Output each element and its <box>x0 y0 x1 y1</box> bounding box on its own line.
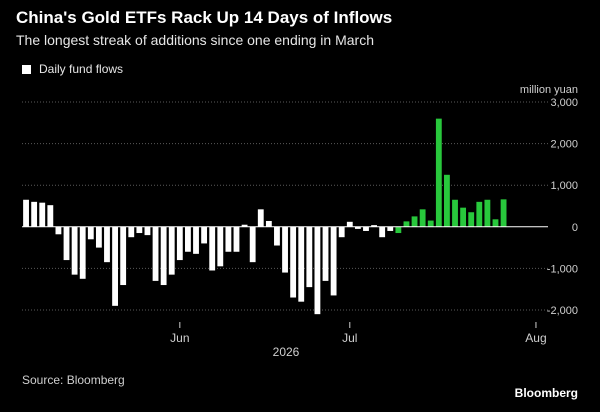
bar <box>460 207 467 227</box>
bar <box>63 226 70 261</box>
bar <box>144 226 151 236</box>
bar <box>112 226 118 306</box>
bar <box>484 199 491 227</box>
bar <box>379 226 386 238</box>
bar <box>354 226 361 229</box>
brand-logo: Bloomberg <box>514 386 578 400</box>
bar <box>233 226 240 252</box>
bar <box>201 226 208 244</box>
bar <box>193 226 199 254</box>
bar <box>120 226 127 286</box>
bar <box>444 174 450 227</box>
bar <box>468 212 475 227</box>
bar <box>395 226 402 234</box>
gridlines <box>22 101 548 311</box>
bar <box>95 226 102 248</box>
y-tick-label: 0 <box>572 222 578 234</box>
bar <box>371 225 377 227</box>
bar <box>435 118 442 227</box>
bar <box>476 201 483 227</box>
bar <box>338 226 345 238</box>
bar <box>136 226 143 234</box>
bar <box>403 221 410 227</box>
chart-legend: Daily fund flows <box>22 62 123 76</box>
bar <box>47 205 54 227</box>
y-axis-unit-label: million yuan <box>519 84 578 96</box>
bar <box>168 226 175 275</box>
bar <box>160 226 167 286</box>
bar <box>31 201 38 227</box>
x-year-label: 2026 <box>273 345 300 359</box>
bar <box>314 226 321 315</box>
bar <box>500 199 507 227</box>
y-tick-label: 2,000 <box>550 139 578 151</box>
y-tick-label: -1,000 <box>547 263 578 275</box>
bar <box>152 226 159 281</box>
chart-subtitle: The longest streak of additions since on… <box>16 32 374 48</box>
bar <box>257 209 264 227</box>
bar <box>176 226 183 261</box>
bar <box>225 226 232 252</box>
bar <box>265 220 272 227</box>
legend-label: Daily fund flows <box>39 62 124 76</box>
bar <box>128 226 135 238</box>
bar <box>290 226 297 298</box>
bar <box>419 209 426 227</box>
bar <box>241 224 248 227</box>
bar <box>330 226 337 296</box>
bar <box>452 199 458 227</box>
bar <box>185 226 191 252</box>
bar <box>217 226 224 267</box>
x-tick-label: Aug <box>525 331 546 345</box>
bar <box>306 226 313 288</box>
bar <box>79 226 86 279</box>
y-tick-label: -2,000 <box>547 305 578 317</box>
source-note: Source: Bloomberg <box>22 373 125 387</box>
bars <box>23 118 507 315</box>
chart-frame <box>8 4 592 408</box>
y-tick-label: 1,000 <box>550 180 578 192</box>
bar <box>249 226 256 263</box>
chart-title: China's Gold ETFs Rack Up 14 Days of Inf… <box>16 8 393 27</box>
bar <box>39 202 46 227</box>
bar <box>322 226 329 281</box>
bar <box>274 226 280 246</box>
bar <box>346 221 353 227</box>
bar <box>55 226 62 235</box>
legend-swatch <box>22 64 31 74</box>
bar <box>71 226 78 275</box>
bar <box>363 226 369 231</box>
bar <box>209 226 216 271</box>
bar <box>411 216 418 227</box>
bar <box>104 226 110 263</box>
bar <box>427 220 434 227</box>
bar <box>23 199 29 227</box>
bar <box>298 226 305 302</box>
x-tick-label: Jul <box>342 331 357 345</box>
bar <box>282 226 288 273</box>
bar <box>387 226 394 231</box>
x-tick-label: Jun <box>170 331 189 345</box>
y-tick-label: 3,000 <box>550 97 578 109</box>
bar <box>87 226 94 240</box>
bar <box>492 219 499 227</box>
